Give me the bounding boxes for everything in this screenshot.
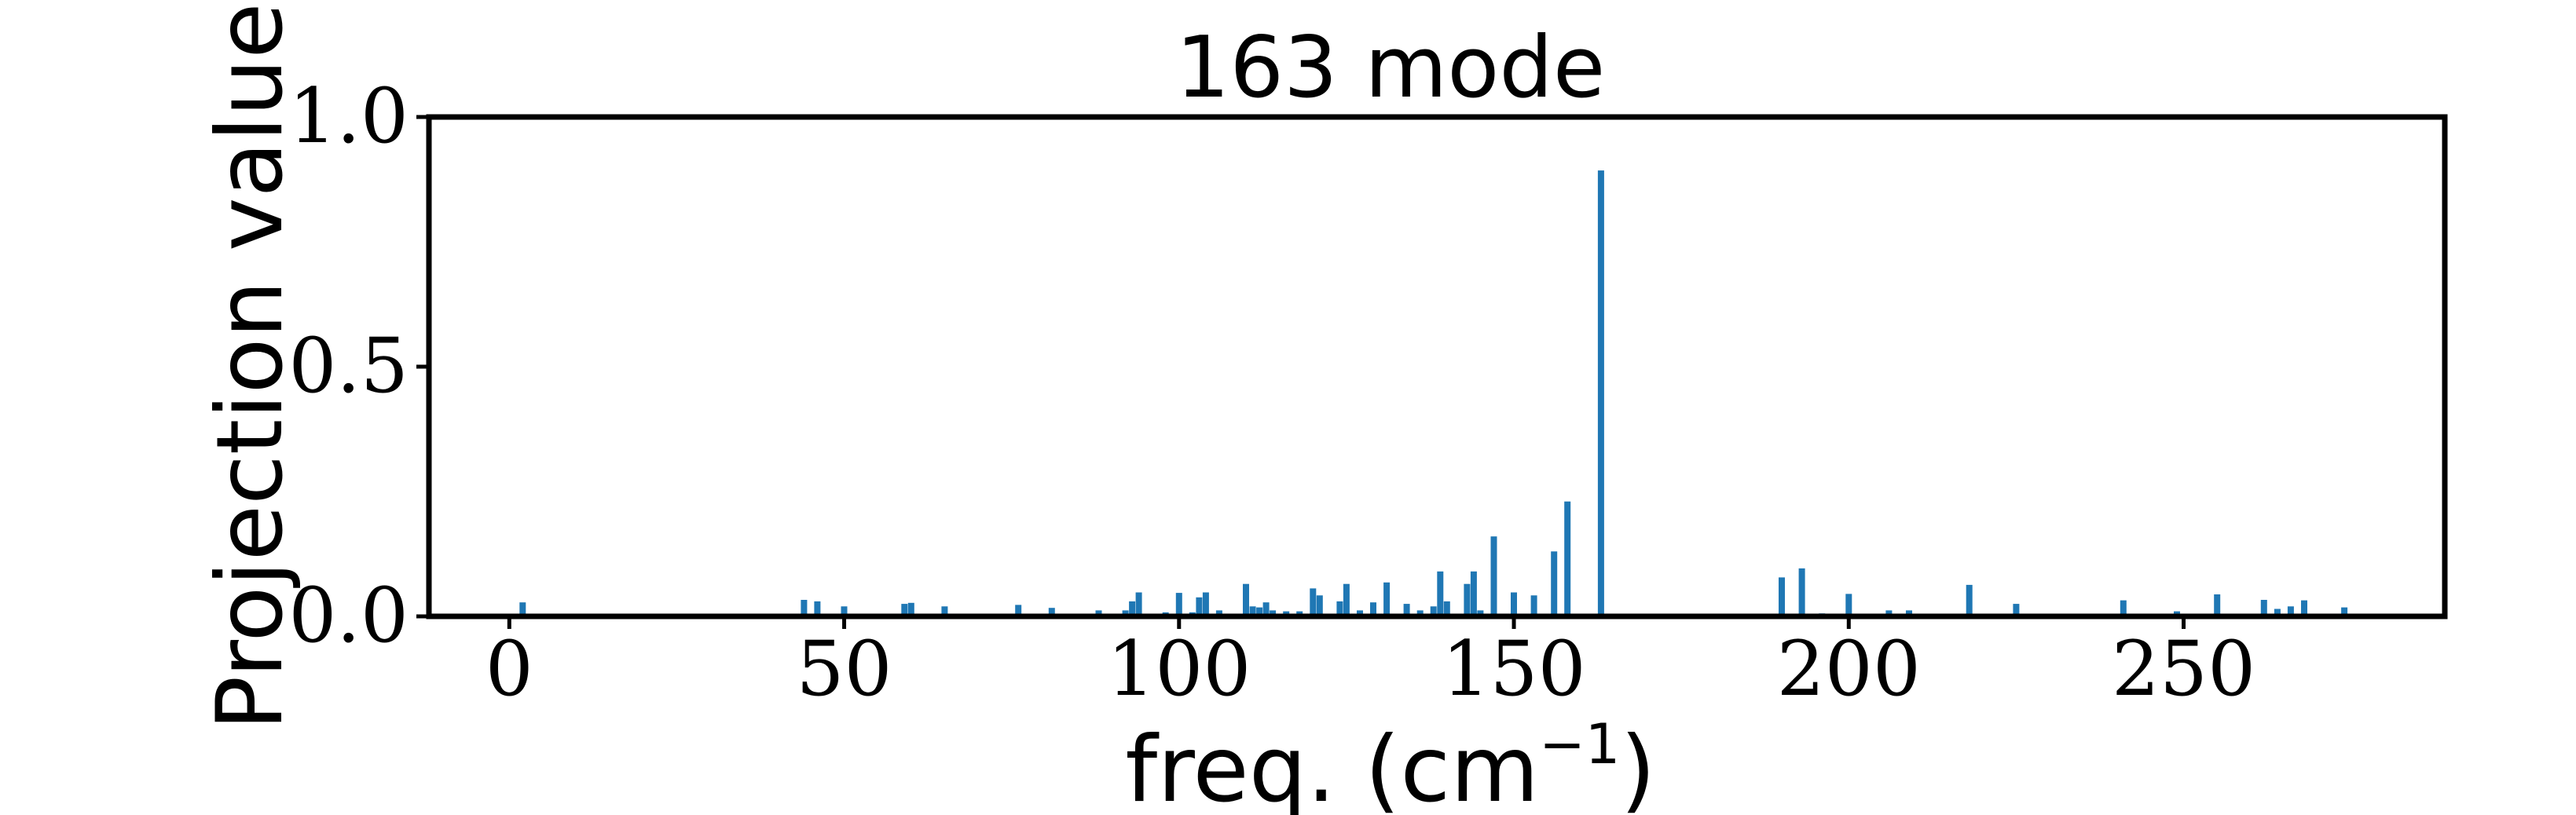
- bar-127: [1357, 610, 1363, 616]
- bar-255: [2214, 594, 2221, 616]
- bar-88: [1095, 610, 1102, 616]
- bar-124: [1336, 601, 1343, 616]
- bar-92: [1122, 610, 1129, 616]
- bar-81: [1048, 608, 1055, 616]
- bar-140: [1443, 601, 1450, 616]
- bar-134: [1403, 604, 1410, 616]
- x-tick-label: 250: [2112, 625, 2255, 713]
- bar-158: [1564, 501, 1571, 616]
- bar-193: [1798, 568, 1805, 616]
- x-axis-label-suffix: ): [1620, 717, 1655, 815]
- bar-103: [1196, 597, 1203, 616]
- bar-200: [1845, 594, 1852, 616]
- bar-60: [907, 602, 914, 616]
- bar-106: [1215, 610, 1222, 616]
- bar-144: [1470, 571, 1477, 616]
- x-tick-label: 0: [486, 625, 533, 713]
- bar-2: [519, 602, 526, 616]
- bar-110: [1243, 583, 1249, 616]
- bar-139: [1437, 571, 1444, 616]
- bar-44: [801, 600, 808, 616]
- bar-136: [1416, 610, 1424, 616]
- bars-group: [519, 170, 2348, 617]
- bar-206: [1885, 610, 1893, 616]
- y-axis-label: Projection value: [197, 2, 303, 730]
- y-tick-label: 1.0: [288, 72, 409, 160]
- bar-46: [814, 601, 821, 616]
- bar-121: [1316, 595, 1323, 616]
- bar-65: [941, 606, 948, 616]
- bar-150: [1511, 592, 1517, 616]
- bar-59: [901, 604, 908, 616]
- y-tick-label: 0.5: [288, 322, 409, 410]
- bar-225: [2013, 604, 2020, 616]
- x-axis-label-exponent: −1: [1539, 712, 1620, 777]
- bar-112: [1256, 607, 1263, 616]
- bar-100: [1175, 593, 1182, 616]
- bar-114: [1270, 610, 1277, 616]
- bar-209: [1906, 610, 1912, 616]
- bar-131: [1383, 582, 1391, 616]
- bar-153: [1530, 595, 1537, 616]
- bar-129: [1370, 602, 1376, 616]
- y-axis-ticks: 0.0 0.5 1.0: [288, 72, 429, 660]
- bar-111: [1249, 606, 1256, 616]
- bar-274: [2341, 607, 2348, 616]
- x-tick-label: 150: [1442, 625, 1585, 713]
- bar-262: [2260, 600, 2267, 616]
- bar-266: [2287, 606, 2294, 616]
- bar-145: [1477, 610, 1484, 616]
- bar-156: [1551, 551, 1558, 616]
- x-tick-label: 200: [1777, 625, 1921, 713]
- x-tick-label: 50: [796, 625, 892, 713]
- x-axis-ticks: 0 50 100 150 200 250: [486, 616, 2255, 713]
- bar-94: [1135, 592, 1142, 616]
- bar-120: [1310, 588, 1317, 616]
- bar-268: [2301, 600, 2307, 616]
- chart-title: 163 mode: [1176, 19, 1606, 117]
- bar-163: [1597, 170, 1604, 617]
- bar-76: [1015, 605, 1022, 616]
- bar-50: [841, 606, 848, 616]
- bar-218: [1966, 584, 1973, 616]
- bar-264: [2274, 609, 2281, 616]
- y-tick-label: 0.0: [288, 572, 409, 660]
- bar-104: [1202, 592, 1209, 616]
- x-axis-label-main: freq. (cm: [1125, 717, 1539, 815]
- bar-138: [1430, 606, 1437, 616]
- bar-113: [1262, 602, 1270, 616]
- bar-147: [1490, 536, 1497, 616]
- bar-125: [1343, 583, 1350, 616]
- plot-frame: [426, 114, 2448, 619]
- bar-241: [2120, 600, 2127, 616]
- x-tick-label: 100: [1107, 625, 1251, 713]
- bar-190: [1779, 577, 1785, 616]
- bar-143: [1464, 583, 1471, 616]
- bar-93: [1129, 601, 1136, 616]
- x-axis-label: freq. (cm−1): [1125, 712, 1655, 815]
